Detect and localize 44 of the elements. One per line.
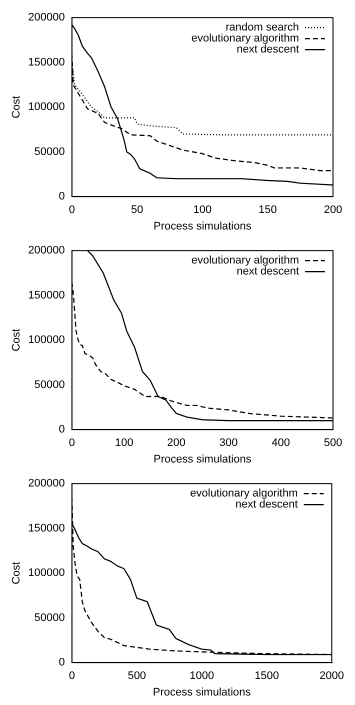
y-tick-label: 200000 bbox=[28, 478, 65, 490]
y-tick-label: 50000 bbox=[34, 378, 65, 391]
y-tick-label: 200000 bbox=[28, 12, 65, 24]
x-axis-title: Process simulations bbox=[154, 453, 252, 466]
y-axis-title: Cost bbox=[10, 328, 23, 352]
legend-label: evolutionary algorithm bbox=[191, 32, 299, 45]
y-tick-label: 100000 bbox=[28, 101, 65, 114]
legend-label: evolutionary algorithm bbox=[190, 488, 298, 500]
y-axis-title: Cost bbox=[10, 96, 23, 118]
y-tick-label: 150000 bbox=[28, 56, 65, 68]
x-tick-label: 1000 bbox=[190, 670, 214, 682]
x-axis-title: Process simulations bbox=[154, 220, 252, 232]
x-tick-label: 500 bbox=[324, 437, 342, 450]
x-tick-label: 100 bbox=[193, 204, 212, 216]
legend-label: next descent bbox=[236, 266, 299, 278]
y-tick-label: 150000 bbox=[28, 289, 65, 302]
y-tick-label: 150000 bbox=[28, 522, 65, 534]
legend-label: evolutionary algorithm bbox=[191, 254, 299, 267]
y-tick-label: 0 bbox=[58, 424, 65, 436]
y-tick-label: 50000 bbox=[34, 146, 65, 158]
y-tick-label: 0 bbox=[58, 190, 65, 203]
x-tick-label: 0 bbox=[68, 670, 75, 682]
x-tick-label: 1500 bbox=[254, 670, 280, 682]
x-tick-label: 400 bbox=[272, 437, 290, 450]
x-tick-label: 0 bbox=[68, 204, 75, 216]
y-tick-label: 100000 bbox=[28, 567, 65, 580]
x-tick-label: 200 bbox=[324, 204, 342, 216]
legend-label: random search bbox=[226, 22, 299, 34]
legend-label: next descent bbox=[236, 44, 299, 56]
x-tick-label: 2000 bbox=[320, 670, 344, 682]
x-tick-label: 200 bbox=[167, 437, 186, 450]
x-tick-label: 150 bbox=[258, 204, 277, 216]
y-axis-title: Cost bbox=[10, 562, 23, 584]
x-tick-label: 50 bbox=[131, 204, 144, 216]
x-tick-label: 300 bbox=[219, 437, 238, 450]
legend-label: next descent bbox=[235, 498, 298, 511]
y-tick-label: 200000 bbox=[28, 244, 65, 257]
y-tick-label: 50000 bbox=[34, 612, 65, 624]
x-axis-title: Process simulations bbox=[152, 686, 252, 698]
x-tick-label: 0 bbox=[68, 437, 75, 450]
x-tick-label: 500 bbox=[128, 670, 146, 682]
x-tick-label: 100 bbox=[114, 437, 134, 450]
y-tick-label: 100000 bbox=[28, 334, 65, 346]
y-tick-label: 0 bbox=[58, 656, 65, 669]
